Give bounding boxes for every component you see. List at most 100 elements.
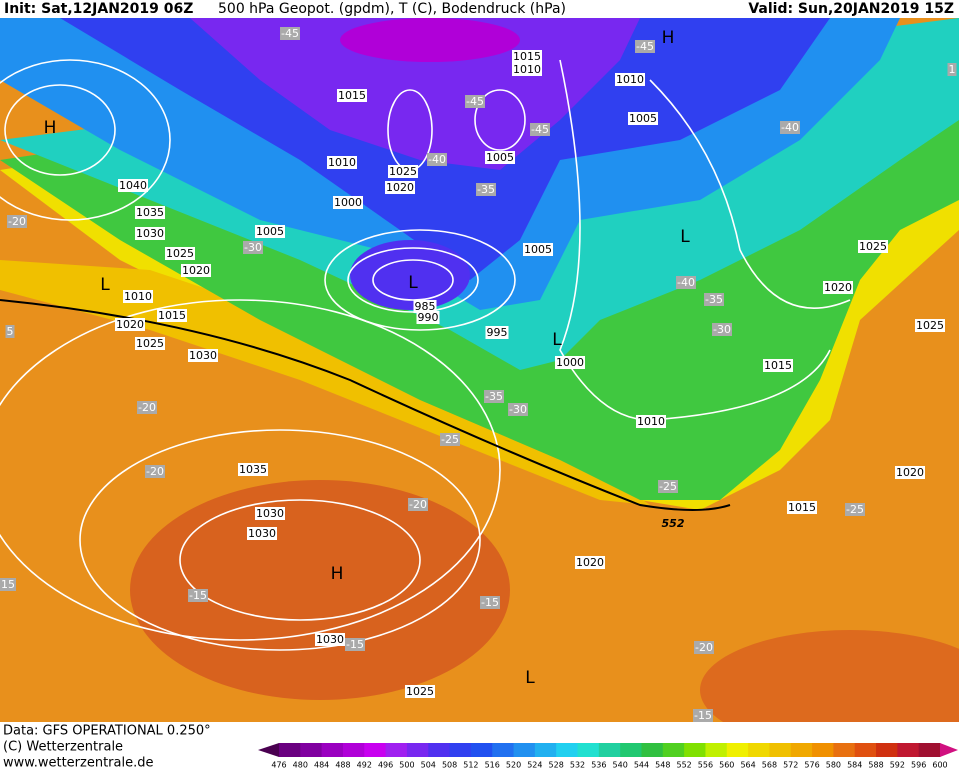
colorbar-swatch [428, 743, 451, 757]
colorbar-label: 476 [271, 761, 286, 770]
pressure-label-box [181, 264, 211, 277]
temperature-label-box [658, 480, 678, 493]
colorbar-label: 500 [399, 761, 414, 770]
colorbar-label: 560 [719, 761, 734, 770]
temperature-label: 5 [7, 325, 14, 338]
pressure-label-box [413, 300, 437, 313]
pressure-center: H [662, 28, 675, 48]
pressure-label-box [337, 89, 367, 102]
pressure-label: 1025 [136, 337, 164, 350]
temperature-label-box [427, 153, 447, 166]
colorbar-swatch [662, 743, 685, 757]
pressure-label-box [512, 63, 542, 76]
temperature-label: -35 [485, 390, 503, 403]
colorbar-label: 492 [357, 761, 372, 770]
temperature-label: -30 [713, 323, 731, 336]
temperature-label: -15 [189, 589, 207, 602]
pressure-label: 1025 [916, 319, 944, 332]
temperature-label-box [947, 63, 957, 76]
pressure-label-box [405, 685, 435, 698]
temperature-label-box [0, 578, 16, 591]
colorbar-swatch [641, 743, 664, 757]
colorbar-swatch [492, 743, 515, 757]
pressure-label: 1010 [124, 290, 152, 303]
pressure-label: 1030 [189, 349, 217, 362]
temperature-label-box [635, 40, 655, 53]
temperature-label-box [5, 325, 15, 338]
temperature-label: 15 [1, 578, 15, 591]
colorbar-label: 592 [890, 761, 905, 770]
colorbar-swatch [598, 743, 621, 757]
temperature-label: -45 [531, 123, 549, 136]
temperature-label: -40 [428, 153, 446, 166]
temperature-label-box [7, 215, 27, 228]
pressure-label-box [255, 225, 285, 238]
temperature-label-box [476, 183, 496, 196]
temperature-label: -30 [244, 241, 262, 254]
pressure-center: L [552, 330, 562, 350]
pressure-label: 1010 [513, 63, 541, 76]
colorbar-swatch [812, 743, 834, 757]
colorbar-label: 496 [378, 761, 393, 770]
pressure-center: L [680, 227, 690, 247]
field-red [130, 480, 510, 700]
temperature-label-box [137, 401, 157, 414]
colorbar-label: 480 [293, 761, 308, 770]
colorbar-swatch [534, 743, 557, 757]
colorbar-label: 596 [911, 761, 926, 770]
colorbar-label: 488 [335, 761, 350, 770]
pressure-label-box [135, 227, 165, 240]
colorbar-label: 540 [613, 761, 628, 770]
colorbar-swatch [470, 743, 493, 757]
pressure-center: H [44, 118, 57, 138]
temperature-label-box [440, 433, 460, 446]
pressure-label-box [115, 318, 145, 331]
temperature-label-box [408, 498, 428, 511]
temperature-label: -35 [705, 293, 723, 306]
pressure-label: 1015 [158, 309, 186, 322]
pressure-label-box [333, 196, 363, 209]
temperature-label-box [704, 293, 724, 306]
colorbar-label: 520 [506, 761, 521, 770]
colorbar-swatch [279, 743, 301, 757]
colorbar-swatch [342, 743, 365, 757]
pressure-label: 1020 [896, 466, 924, 479]
pressure-label: 1015 [788, 501, 816, 514]
pressure-label: 1020 [824, 281, 852, 294]
site-url: www.wetterzentrale.de [3, 756, 153, 770]
colorbar-swatch [790, 743, 813, 757]
colorbar-label: 524 [527, 761, 542, 770]
header-bar [0, 0, 959, 18]
colorbar-swatch [513, 743, 536, 757]
pressure-label-box [157, 309, 187, 322]
temperature-label: -35 [477, 183, 495, 196]
colorbar-swatch [876, 743, 898, 757]
pressure-label-box [238, 463, 268, 476]
pressure-label: 1025 [406, 685, 434, 698]
colorbar-swatch [726, 743, 749, 757]
pressure-center: L [100, 275, 110, 295]
valid-time: Valid: Sun,20JAN2019 15Z [748, 1, 954, 17]
pressure-label-box [615, 73, 645, 86]
pressure-label: 1015 [764, 359, 792, 372]
pressure-label: 1020 [576, 556, 604, 569]
colorbar-swatch [620, 743, 642, 757]
pressure-label: 1025 [389, 165, 417, 178]
colorbar-label: 516 [485, 761, 500, 770]
temperature-label: -15 [694, 709, 712, 722]
colorbar-swatch [769, 743, 792, 757]
colorbar-label: 484 [314, 761, 329, 770]
colorbar-label: 508 [442, 761, 457, 770]
colorbar-end [258, 743, 279, 757]
temperature-label-box [676, 276, 696, 289]
pressure-label: 1025 [859, 240, 887, 253]
colorbar-label: 512 [463, 761, 478, 770]
temperature-label: -45 [466, 95, 484, 108]
pressure-label-box [895, 466, 925, 479]
temperature-label-box [465, 95, 485, 108]
colorbar-end [940, 743, 958, 757]
colorbar-swatch [577, 743, 600, 757]
temperature-label-box [345, 638, 365, 651]
colorbar-label: 528 [549, 761, 564, 770]
pressure-label-box [165, 247, 195, 260]
